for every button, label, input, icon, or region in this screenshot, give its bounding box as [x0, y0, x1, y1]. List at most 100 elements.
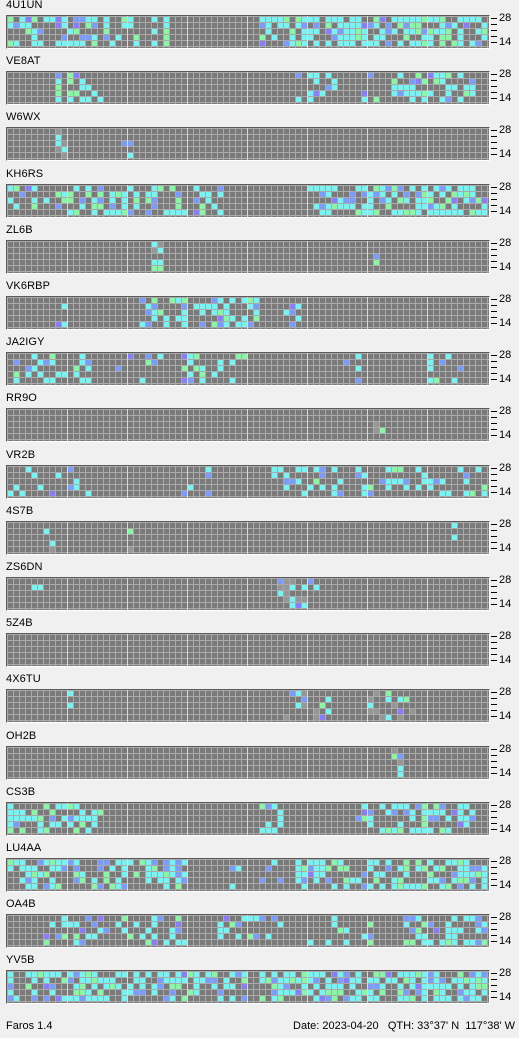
signal-cell — [14, 186, 19, 191]
signal-cell — [194, 984, 199, 989]
signal-cell — [356, 467, 361, 472]
signal-cell — [152, 266, 157, 271]
signal-cell — [176, 860, 181, 865]
signal-cell — [410, 41, 415, 46]
signal-cell — [344, 41, 349, 46]
signal-cell — [314, 972, 319, 977]
band-tick — [491, 323, 497, 324]
signal-cell — [32, 872, 37, 877]
signal-cell — [296, 691, 301, 696]
signal-cell — [440, 192, 445, 197]
signal-cell — [170, 186, 175, 191]
signal-cell — [398, 198, 403, 203]
signal-cell — [422, 804, 427, 809]
signal-cell — [470, 996, 475, 1001]
signal-cell — [428, 878, 433, 883]
signal-cell — [140, 984, 145, 989]
signal-cell — [188, 372, 193, 377]
band-scale: 28 14 — [490, 686, 519, 723]
signal-cell — [80, 872, 85, 877]
hour-divider — [67, 72, 68, 104]
signal-cell — [410, 996, 415, 1001]
signal-cell — [458, 192, 463, 197]
signal-cell — [44, 804, 49, 809]
hour-divider — [127, 971, 128, 1003]
signal-cell — [422, 29, 427, 34]
signal-cell — [434, 878, 439, 883]
signal-cell — [32, 866, 37, 871]
signal-cell — [182, 872, 187, 877]
signal-cell — [26, 816, 31, 821]
band-tick — [491, 468, 497, 469]
signal-cell — [230, 316, 235, 321]
hour-divider — [307, 466, 308, 498]
signal-cell — [338, 198, 343, 203]
signal-cell — [470, 491, 475, 496]
signal-cell — [416, 467, 421, 472]
signal-cell — [290, 29, 295, 34]
signal-cell — [446, 198, 451, 203]
band-tick — [491, 885, 497, 886]
signal-cell — [74, 186, 79, 191]
signal-cell — [236, 354, 241, 359]
signal-cell — [44, 996, 49, 1001]
signal-cell — [296, 703, 301, 708]
signal-cell — [440, 940, 445, 945]
signal-cell — [362, 990, 367, 995]
signal-cell — [224, 304, 229, 309]
signal-cell — [356, 17, 361, 22]
signal-cell — [428, 198, 433, 203]
signal-cell — [44, 984, 49, 989]
signal-cell — [134, 990, 139, 995]
signal-cell — [404, 866, 409, 871]
signal-cell — [410, 29, 415, 34]
band-14-label: 14 — [499, 767, 512, 779]
signal-cell — [434, 479, 439, 484]
signal-cell — [434, 378, 439, 383]
signal-cell — [410, 816, 415, 821]
signal-cell — [344, 866, 349, 871]
hour-divider — [247, 72, 248, 104]
signal-cell — [482, 878, 487, 883]
signal-cell — [284, 41, 289, 46]
signal-cell — [158, 878, 163, 883]
signal-cell — [62, 934, 67, 939]
signal-cell — [380, 972, 385, 977]
signal-cell — [440, 17, 445, 22]
signal-cell — [134, 204, 139, 209]
signal-cell — [320, 866, 325, 871]
signal-cell — [8, 804, 13, 809]
signal-cell — [320, 467, 325, 472]
signal-cell — [62, 916, 67, 921]
signal-cell — [464, 804, 469, 809]
hour-divider — [187, 690, 188, 722]
signal-cell — [470, 85, 475, 90]
signal-cell — [344, 23, 349, 28]
hour-divider — [127, 185, 128, 217]
signal-cell — [80, 354, 85, 359]
signal-cell — [218, 928, 223, 933]
signal-cell — [98, 97, 103, 102]
date-label: Date: — [293, 1020, 320, 1032]
hour-divider — [247, 128, 248, 160]
signal-cell — [422, 822, 427, 827]
signal-cell — [176, 916, 181, 921]
signal-cell — [266, 828, 271, 833]
hour-divider — [247, 803, 248, 835]
signal-cell — [284, 597, 289, 602]
signal-cell — [302, 691, 307, 696]
signal-cell — [68, 972, 73, 977]
signal-cell — [254, 310, 259, 315]
signal-cell — [128, 210, 133, 215]
signal-cell — [380, 828, 385, 833]
beacon-callsign: OH2B — [6, 730, 37, 742]
hour-divider — [187, 128, 188, 160]
hour-divider — [367, 466, 368, 498]
signal-cell — [410, 972, 415, 977]
signal-cell — [50, 541, 55, 546]
signal-cell — [392, 210, 397, 215]
band-28-label: 28 — [499, 799, 512, 811]
signal-cell — [182, 996, 187, 1001]
signal-cell — [104, 23, 109, 28]
signal-cell — [302, 703, 307, 708]
